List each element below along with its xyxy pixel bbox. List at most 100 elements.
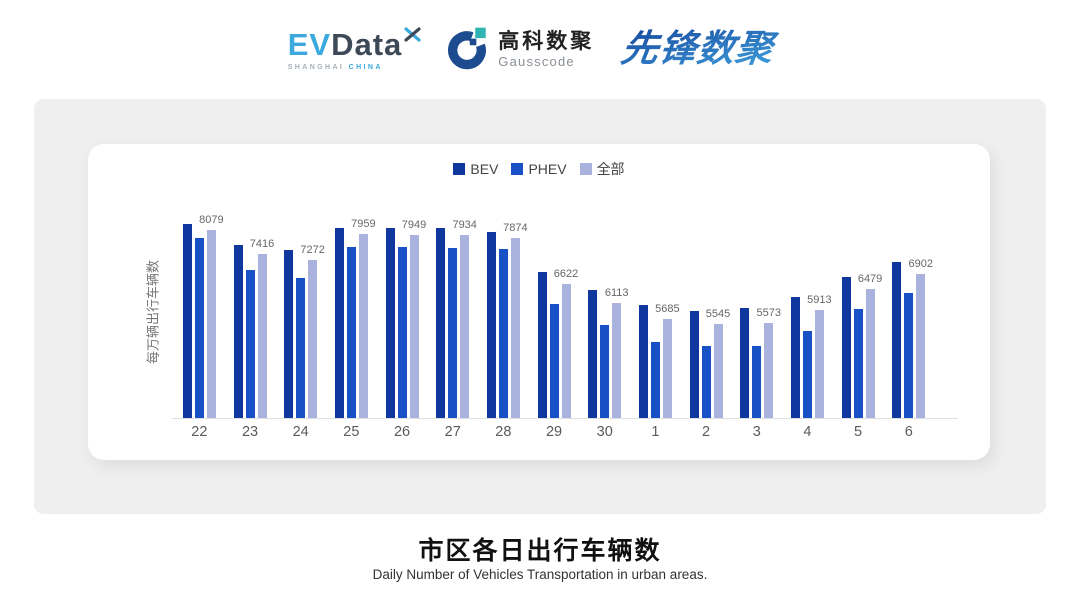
y-axis-title: 每万辆出行车辆数 (145, 259, 161, 365)
bar-全部-27 (460, 235, 470, 418)
bar-BEV-1 (638, 304, 648, 418)
legend-item-phev[interactable]: PHEV (511, 161, 567, 177)
data-label-28: 7874 (503, 221, 528, 234)
bar-group-4: 5913 (782, 218, 833, 418)
bar-BEV-2 (689, 310, 699, 418)
bar-全部-28 (510, 237, 520, 418)
bar-全部-4 (814, 310, 824, 418)
bar-BEV-23 (233, 245, 243, 418)
x-tick-label-6: 6 (904, 424, 913, 440)
bar-全部-1 (662, 318, 672, 418)
page-title: 市区各日出行车辆数 (418, 537, 662, 565)
x-tick-label-25: 25 (343, 424, 360, 440)
gausscode-en-name: Gausscode (498, 54, 575, 70)
bar-PHEV-29 (549, 303, 559, 418)
bar-group-5: 6479 (833, 218, 884, 418)
bar-全部-29 (561, 283, 571, 418)
bar-BEV-22 (182, 224, 192, 418)
data-label-26: 7949 (401, 218, 427, 231)
x-tick-label-27: 27 (444, 424, 461, 440)
bar-PHEV-24 (296, 278, 306, 418)
bar-PHEV-5 (853, 309, 863, 418)
bar-BEV-4 (790, 297, 800, 418)
legend-swatch-bev-icon (453, 163, 466, 175)
chart-panel: BEV PHEV 全部 每万辆出行车辆数 8079 7416 7272 7959 794… (34, 99, 1046, 514)
bar-PHEV-1 (650, 342, 660, 418)
bar-全部-22 (206, 229, 216, 418)
data-label-6: 6902 (908, 257, 933, 270)
data-label-22: 8079 (199, 213, 224, 226)
data-label-2: 5545 (705, 307, 731, 320)
gausscode-logo: 高科数聚 Gausscode (445, 26, 594, 75)
data-label-27: 7934 (452, 219, 477, 232)
x-tick-label-29: 29 (545, 424, 563, 440)
bar-BEV-27 (436, 228, 446, 418)
data-label-1: 5685 (655, 302, 680, 315)
data-label-30: 6113 (604, 286, 629, 299)
gausscode-cn-name: 高科数聚 (498, 30, 595, 54)
legend-label-all: 全部 (596, 161, 625, 177)
bar-全部-30 (612, 302, 622, 418)
x-tick-label-23: 23 (241, 424, 259, 440)
bar-BEV-6 (892, 261, 902, 418)
evdata-subtitle-shanghai: SHANGHAI (287, 64, 345, 71)
evdata-logo: EV Data SHANGHAI CHINA (288, 27, 426, 71)
bar-group-30: 6113 (579, 218, 630, 418)
bar-全部-26 (409, 234, 419, 418)
x-tick-label-1: 1 (651, 424, 660, 440)
legend-item-bev[interactable]: BEV (453, 161, 498, 177)
bar-group-25: 7959 (326, 218, 377, 418)
bar-PHEV-4 (802, 331, 812, 418)
bar-全部-3 (764, 322, 774, 418)
x-tick-label-4: 4 (803, 424, 812, 440)
evdata-subtitle: SHANGHAI CHINA (288, 64, 422, 71)
bar-BEV-5 (841, 277, 851, 418)
x-tick-label-2: 2 (702, 424, 711, 440)
bar-group-6: 6902 (883, 218, 934, 418)
bar-BEV-26 (385, 228, 395, 418)
x-tick-label-26: 26 (393, 424, 411, 440)
data-label-24: 7272 (300, 243, 325, 256)
bar-group-28: 7874 (478, 218, 529, 418)
legend-label-phev: PHEV (528, 161, 567, 177)
data-label-3: 5573 (756, 306, 781, 319)
legend-swatch-all-icon (579, 163, 592, 175)
xianfeng-wordmark: 先锋数聚 (619, 27, 781, 69)
bar-PHEV-2 (701, 345, 711, 418)
bar-PHEV-30 (600, 325, 610, 418)
legend-swatch-phev-icon (511, 163, 524, 175)
bar-PHEV-22 (194, 238, 204, 418)
bar-group-29: 6622 (529, 218, 580, 418)
xianfeng-logo: 先锋数聚 (614, 24, 792, 77)
bar-group-3: 5573 (731, 218, 782, 418)
x-tick-label-30: 30 (596, 424, 613, 440)
gausscode-text: 高科数聚 Gausscode (498, 30, 594, 69)
bar-PHEV-23 (245, 270, 255, 418)
data-label-5: 6479 (857, 273, 883, 286)
bar-全部-25 (358, 234, 368, 418)
legend-label-bev: BEV (470, 161, 499, 177)
bar-group-27: 7934 (427, 218, 478, 418)
evdata-subtitle-china: CHINA (348, 64, 383, 71)
bar-PHEV-28 (498, 249, 508, 418)
data-label-4: 5913 (807, 294, 832, 307)
bar-PHEV-3 (752, 346, 762, 418)
bar-group-23: 7416 (225, 218, 276, 418)
header: EV Data SHANGHAI CHINA 高科数聚 Gausscode (0, 14, 1080, 86)
bar-PHEV-25 (346, 246, 356, 418)
legend-item-all[interactable]: 全部 (579, 159, 625, 179)
evdata-data-text: Data (331, 27, 403, 62)
bar-group-22: 8079 (174, 214, 225, 418)
bar-全部-23 (257, 254, 267, 418)
bar-PHEV-26 (397, 247, 407, 418)
data-label-23: 7416 (249, 238, 275, 251)
plot-area: 8079 7416 7272 7959 7949 7934 7874 6622 6113 5685… (172, 214, 958, 492)
bar-BEV-30 (588, 289, 598, 418)
page-subtitle: Daily Number of Vehicles Transportation … (372, 567, 708, 582)
evdata-wordmark: EV Data (288, 27, 422, 62)
bar-BEV-24 (284, 249, 294, 418)
bar-全部-24 (308, 259, 318, 418)
gausscode-g-icon (445, 26, 489, 75)
bar-全部-6 (916, 273, 926, 418)
bar-PHEV-6 (904, 293, 914, 418)
